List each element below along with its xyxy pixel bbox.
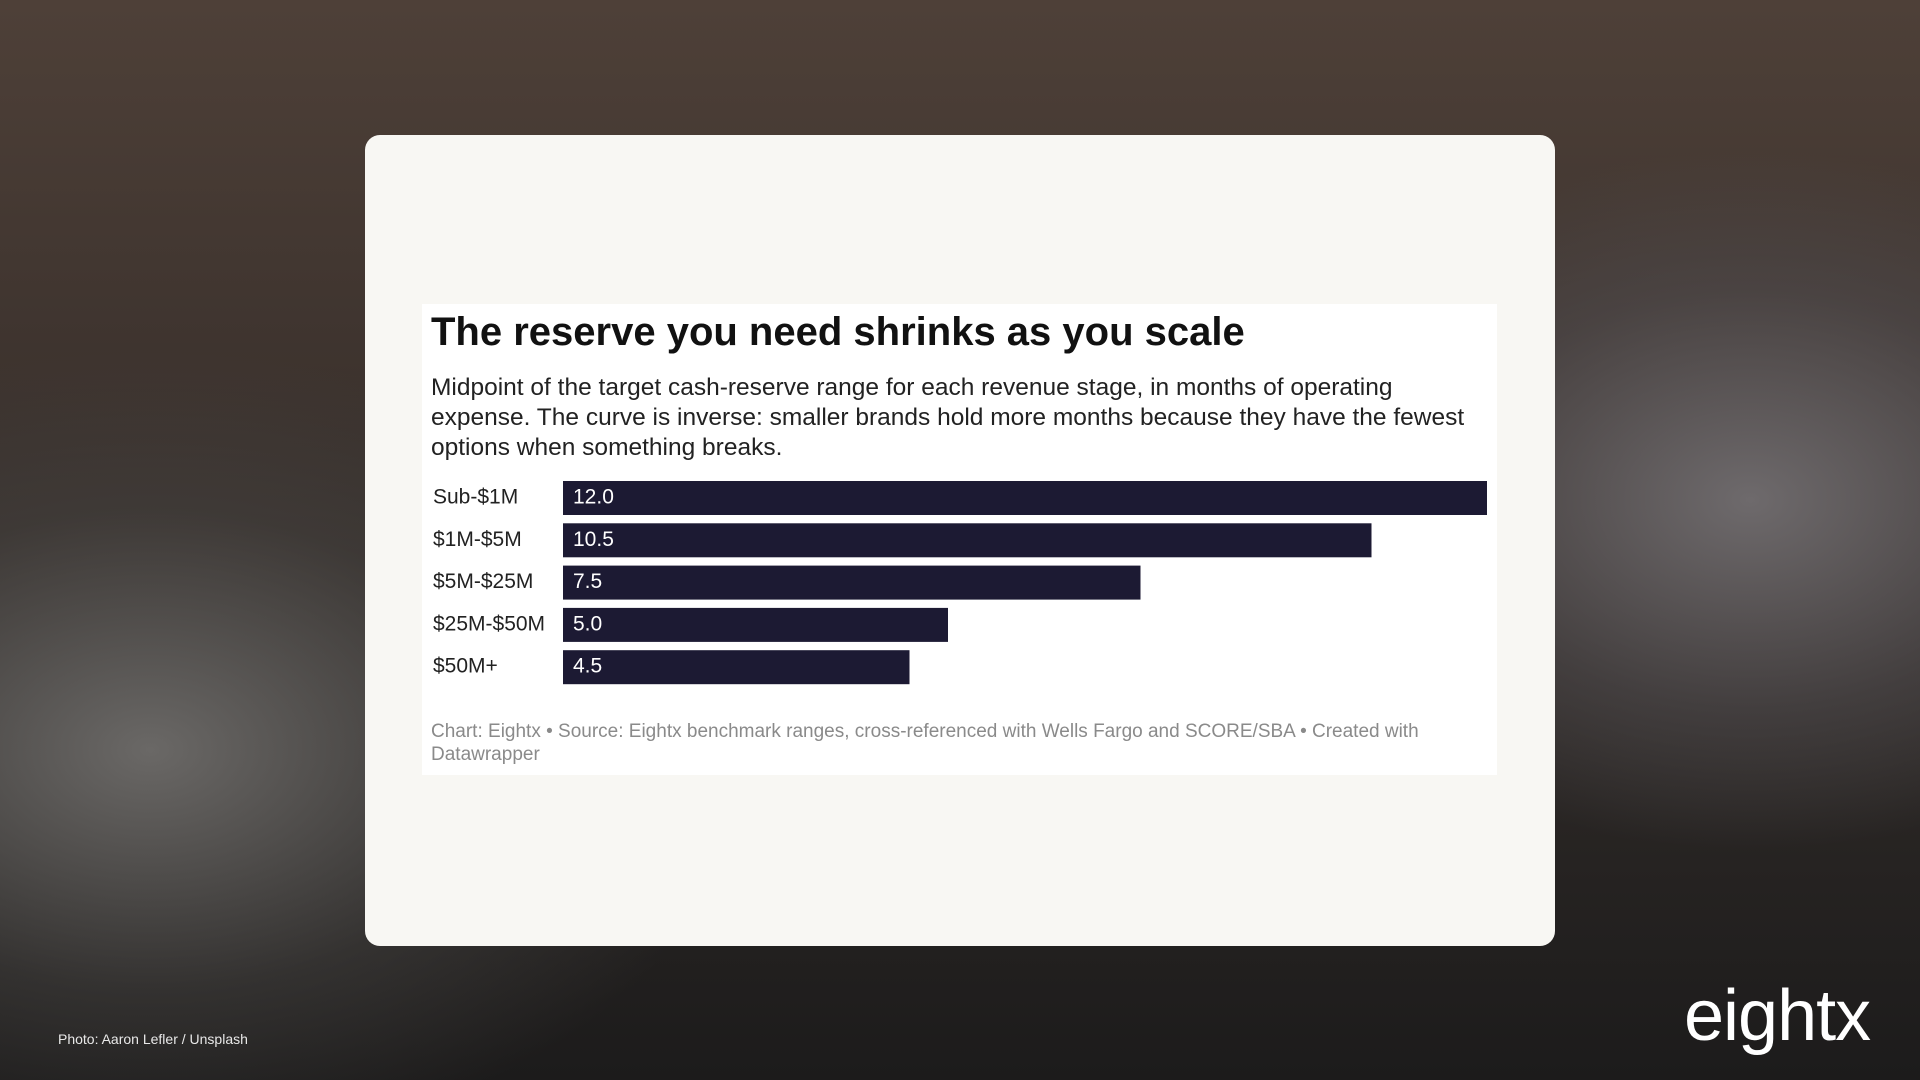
category-label: Sub-$1M	[433, 486, 518, 509]
bar	[563, 523, 1372, 558]
value-label: 10.5	[573, 528, 614, 551]
chart-source: Chart: Eightx • Source: Eightx benchmark…	[431, 721, 1419, 765]
value-label: 12.0	[573, 486, 614, 509]
bar	[563, 565, 1141, 600]
bar	[563, 607, 948, 642]
category-label: $25M-$50M	[433, 612, 545, 635]
category-label: $50M+	[433, 655, 498, 678]
photo-credit: Photo: Aaron Lefler / Unsplash	[58, 1031, 248, 1047]
chart-title: The reserve you need shrinks as you scal…	[431, 310, 1245, 354]
value-label: 5.0	[573, 612, 602, 635]
bar	[563, 650, 910, 685]
bar	[563, 481, 1487, 515]
category-label: $5M-$25M	[433, 570, 533, 593]
value-label: 7.5	[573, 570, 602, 593]
category-label: $1M-$5M	[433, 528, 522, 551]
value-label: 4.5	[573, 655, 602, 678]
chart-subtitle: Midpoint of the target cash-reserve rang…	[431, 374, 1465, 461]
logo: eightx	[1684, 976, 1871, 1056]
